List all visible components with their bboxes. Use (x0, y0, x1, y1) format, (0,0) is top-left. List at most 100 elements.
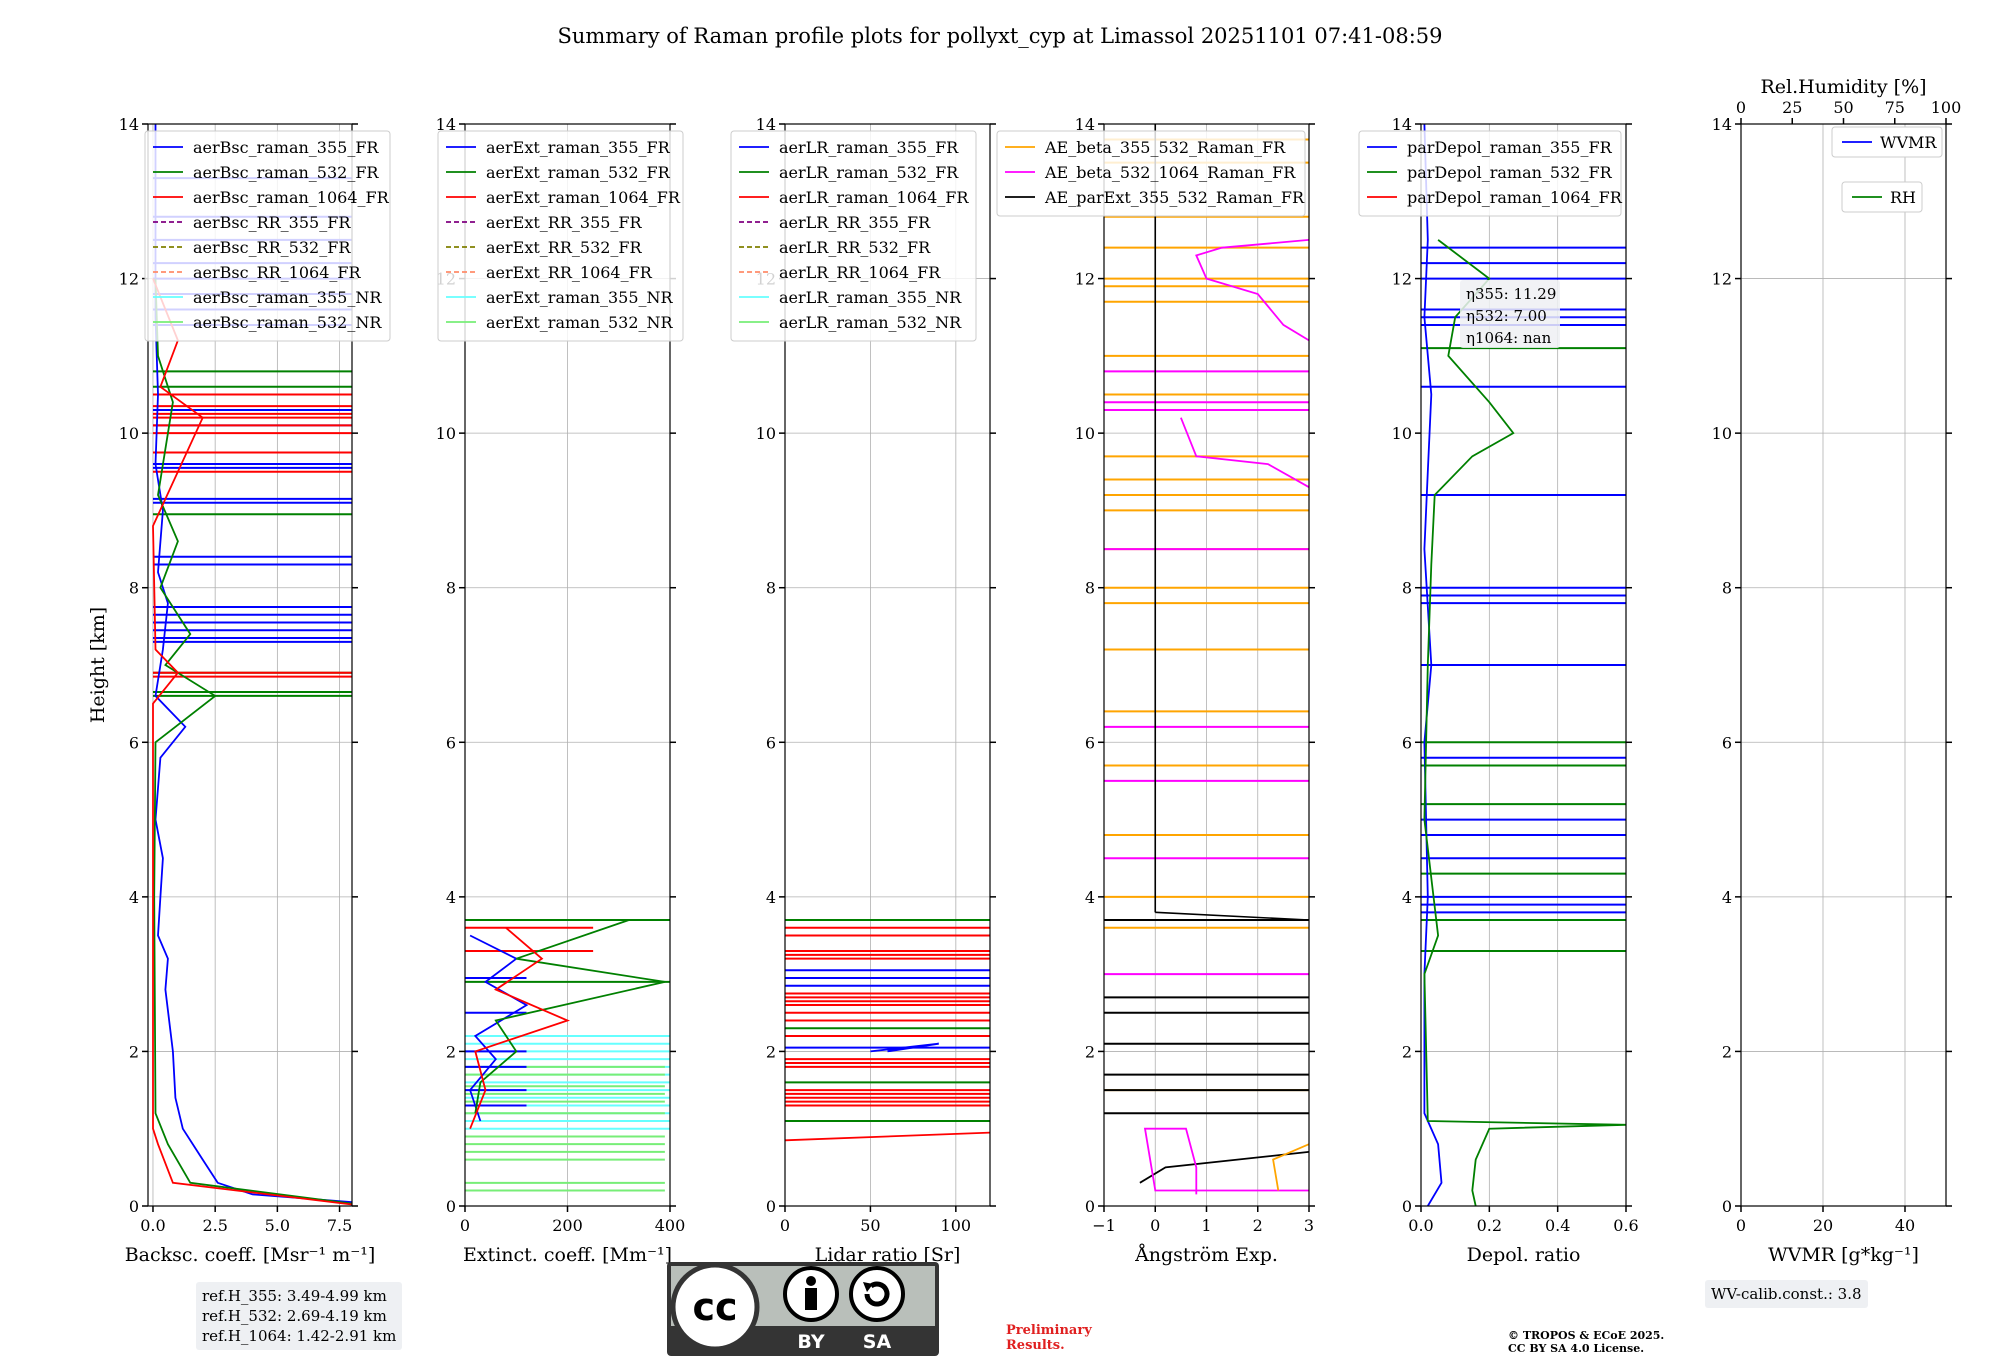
sa-icon (849, 1266, 905, 1322)
axes-frame (147, 123, 353, 1207)
top-axis-label: Rel.Humidity [%] (1760, 76, 1926, 98)
series-AE_beta_532_1064_Raman_FR (1143, 1127, 1309, 1195)
x-axis-label: Ångström Exp. (1134, 1244, 1278, 1266)
y-tick-label: 10 (756, 424, 776, 443)
plot-area (1104, 124, 1309, 1195)
y-axis-label: Height [km] (87, 607, 109, 723)
top-tick-label: 75 (1885, 98, 1905, 117)
legend: aerLR_raman_355_FR aerLR_raman_532_FR aerL… (730, 130, 977, 342)
x-tick-label: 0.6 (1613, 1216, 1638, 1235)
legend-label: parDepol_raman_355_FR (1407, 138, 1613, 157)
copyright-note: © TROPOS & ECoE 2025. CC BY SA 4.0 Licen… (1508, 1329, 1664, 1355)
y-tick-label: 4 (1085, 888, 1095, 907)
x-tick-label: 20 (1813, 1216, 1833, 1235)
x-tick-label: 50 (860, 1216, 880, 1235)
y-tick-label: 10 (436, 424, 456, 443)
panel-dep: 0 2 4 6 8 10 12 14 0.0 0.2 0.4 0.6 Depol. ratio parDe… (1358, 115, 1639, 1266)
y-tick-label: 6 (446, 733, 456, 752)
wv-calib-box: WV-calib.const.: 3.8 (1705, 1280, 1868, 1308)
legend-label: aerExt_RR_532_FR (486, 238, 643, 257)
legend-label: aerBsc_raman_355_NR (193, 288, 382, 307)
y-tick-label: 4 (129, 888, 139, 907)
x-tick-label: 200 (552, 1216, 583, 1235)
by-icon (783, 1266, 839, 1322)
series-aerExt_raman_355_FR (469, 934, 529, 1122)
y-tick-label: 14 (119, 115, 139, 134)
y-tick-label: 8 (766, 579, 776, 598)
y-tick-label: 4 (766, 888, 776, 907)
y-tick-label: 0 (1402, 1197, 1412, 1216)
x-tick-label: 0.0 (140, 1216, 165, 1235)
legend-label: aerLR_RR_1064_FR (779, 263, 941, 282)
x-tick-label: 40 (1895, 1216, 1915, 1235)
y-tick-label: 0 (1722, 1197, 1732, 1216)
y-tick-label: 12 (1712, 270, 1732, 289)
eta-value: η532: 7.00 (1466, 307, 1547, 325)
legend-label: parDepol_raman_532_FR (1407, 163, 1613, 182)
legend-label: AE_beta_355_532_Raman_FR (1044, 138, 1286, 157)
x-tick-label: 400 (655, 1216, 686, 1235)
ref-height-1064: ref.H_1064: 1.42-2.91 km (202, 1327, 397, 1345)
legend-label: AE_parExt_355_532_Raman_FR (1044, 188, 1305, 207)
series-aerExt_raman_1064_FR (469, 927, 571, 1130)
x-tick-label: 5.0 (265, 1216, 290, 1235)
series-aerBsc_raman_1064_FR (152, 278, 352, 1206)
y-tick-label: 6 (129, 733, 139, 752)
legend-label: aerBsc_raman_532_NR (193, 313, 382, 332)
plot-area (465, 919, 670, 1192)
ref-height-532: ref.H_532: 2.69-4.19 km (202, 1307, 387, 1325)
y-tick-label: 12 (1392, 270, 1412, 289)
series-AE_parExt_355_532_Raman_FR (1139, 1151, 1309, 1184)
ae-parext-line (1155, 911, 1309, 921)
cc-sa-label: SA (863, 1331, 892, 1353)
x-axis-label: Backsc. coeff. [Msr⁻¹ m⁻¹] (125, 1244, 376, 1266)
y-tick-label: 2 (1402, 1042, 1412, 1061)
y-tick-label: 0 (446, 1197, 456, 1216)
legend-label: aerLR_raman_1064_FR (779, 188, 969, 207)
y-tick-label: 10 (119, 424, 139, 443)
x-tick-label: 0.0 (1408, 1216, 1433, 1235)
x-tick-label: 0 (780, 1216, 790, 1235)
y-tick-label: 14 (1392, 115, 1412, 134)
y-tick-label: 8 (129, 579, 139, 598)
x-axis-label: Lidar ratio [Sr] (815, 1244, 961, 1266)
plot-area (1421, 124, 1626, 1206)
legend-label: aerExt_raman_532_FR (486, 163, 671, 182)
series-aerLR_raman_355_FR (870, 1042, 939, 1053)
legend-label: aerBsc_RR_532_FR (193, 238, 351, 257)
axes-frame (1420, 123, 1627, 1207)
legend: aerBsc_raman_355_FR aerBsc_raman_532_FRae… (144, 130, 391, 342)
y-tick-label: 14 (436, 115, 456, 134)
copyright-line-2: CC BY SA 4.0 License. (1508, 1342, 1645, 1355)
legend-label: aerBsc_raman_532_FR (193, 163, 379, 182)
series-aerBsc_raman_532_FR (153, 278, 352, 1205)
series-AE_beta_532_1064_Raman_FR (1195, 239, 1309, 342)
x-tick-label: 3 (1304, 1216, 1314, 1235)
preliminary-results-note: Preliminary Results. (1006, 1323, 1092, 1353)
y-tick-label: 8 (1402, 579, 1412, 598)
series-parDepol_raman_532_FR (1423, 239, 1626, 1206)
axes-frame (1740, 123, 1947, 1207)
legend-RH: RH (1841, 181, 1923, 213)
cc-license-badge[interactable]: cc BY SA (667, 1262, 939, 1356)
x-tick-label: 1 (1201, 1216, 1211, 1235)
top-tick-label: 0 (1736, 98, 1746, 117)
figure-title: Summary of Raman profile plots for polly… (557, 24, 1442, 48)
panel-lr: 02468101214050100Lidar ratio [Sr]aerLR_r… (730, 115, 996, 1266)
y-tick-label: 12 (119, 270, 139, 289)
eta-value: η1064: nan (1466, 329, 1552, 347)
legend-label: aerExt_RR_1064_FR (486, 263, 653, 282)
legend-label: aerLR_RR_355_FR (779, 213, 931, 232)
reference-height-box: ref.H_355: 3.49-4.99 km ref.H_532: 2.69-… (196, 1282, 403, 1350)
x-tick-label: 100 (941, 1216, 972, 1235)
x-axis-label: WVMR [g*kg⁻¹] (1768, 1244, 1919, 1266)
legend-label: aerBsc_raman_355_FR (193, 138, 379, 157)
legend-label: aerExt_raman_1064_FR (486, 188, 681, 207)
prelim-line-2: Results. (1006, 1338, 1065, 1353)
legend-label: WVMR (1880, 133, 1937, 152)
legend-label: aerBsc_RR_1064_FR (193, 263, 362, 282)
y-tick-label: 4 (446, 888, 456, 907)
series-AE_beta_532_1064_Raman_FR (1180, 417, 1309, 488)
